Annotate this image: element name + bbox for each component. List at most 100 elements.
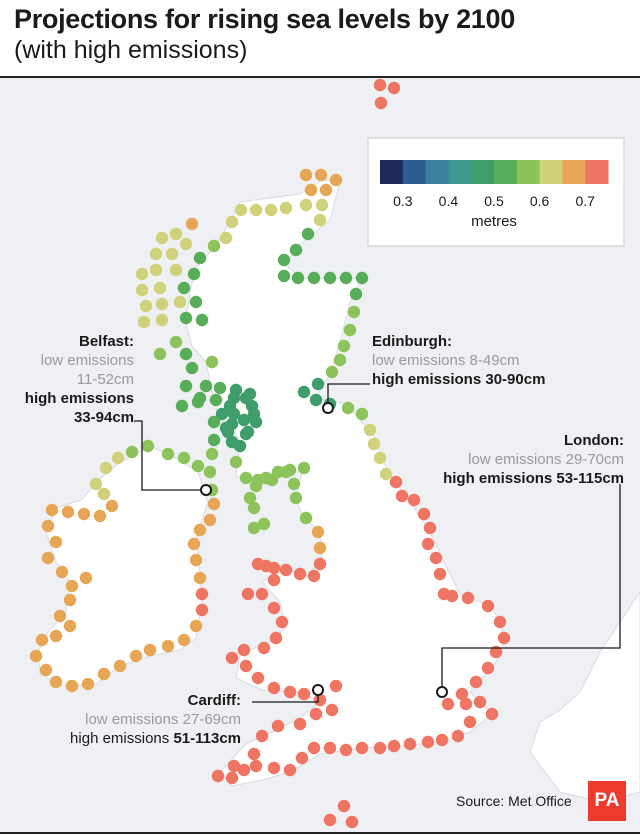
sea-level-dot (41, 519, 55, 533)
sea-level-dot (169, 335, 183, 349)
sea-level-dot (139, 299, 153, 313)
sea-level-dot (237, 413, 251, 427)
sea-level-dot (65, 679, 79, 693)
sea-level-dot (271, 465, 285, 479)
sea-level-dot (493, 615, 507, 629)
sea-level-dot (207, 433, 221, 447)
sea-level-dot (165, 247, 179, 261)
sea-level-dot (373, 451, 387, 465)
sea-level-dot (387, 81, 401, 95)
sea-level-dot (319, 183, 333, 197)
sea-level-dot (473, 695, 487, 709)
edinburgh-low: low emissions 8-49cm (372, 352, 520, 369)
sea-level-dot (313, 213, 327, 227)
sea-level-dot (189, 295, 203, 309)
belfast-name: Belfast: (78, 333, 134, 350)
sea-level-dot (395, 489, 409, 503)
sea-level-dot (189, 553, 203, 567)
cardiff-low: low emissions 27-69cm (85, 711, 241, 728)
sea-level-dot (307, 569, 321, 583)
sea-level-dot (29, 649, 43, 663)
sea-level-dot (441, 697, 455, 711)
sea-level-dot (469, 675, 483, 689)
legend-swatch (448, 160, 472, 184)
sea-level-dot (307, 741, 321, 755)
sea-level-dot (213, 381, 227, 395)
source-credit: Source: Met Office (456, 793, 572, 809)
sea-level-dot (191, 459, 205, 473)
sea-level-dot (275, 615, 289, 629)
sea-level-dot (463, 715, 477, 729)
legend-swatch (516, 160, 541, 184)
sea-level-dot (293, 717, 307, 731)
sea-level-dot (239, 471, 253, 485)
sea-level-dot (97, 487, 111, 501)
sea-level-dot (199, 379, 213, 393)
sea-level-dot (49, 629, 63, 643)
sea-level-dot (185, 361, 199, 375)
sea-level-dot (481, 661, 495, 675)
sea-level-dot (137, 315, 151, 329)
sea-level-dot (247, 501, 261, 515)
sea-level-dot (459, 697, 473, 711)
sea-level-dot (195, 313, 209, 327)
isle-of-man (181, 470, 195, 490)
sea-level-dot (55, 565, 69, 579)
legend-swatch (585, 160, 609, 184)
sea-level-dot (245, 399, 259, 413)
sea-level-dot (227, 759, 241, 773)
sea-level-dot (373, 78, 387, 92)
sea-level-dot (329, 173, 343, 187)
sea-level-dot (205, 447, 219, 461)
pa-logo: PA (588, 781, 626, 821)
legend-swatch (562, 160, 586, 184)
sea-level-dot (99, 461, 113, 475)
legend-tick-label: 0.5 (484, 193, 504, 209)
edinburgh-leader (327, 383, 370, 408)
sea-level-dot (225, 771, 239, 785)
sea-level-dot (35, 633, 49, 647)
sea-level-dot (229, 383, 243, 397)
sea-level-dot (293, 567, 307, 581)
sea-level-dot (65, 579, 79, 593)
london-low: low emissions 29-70cm (468, 451, 624, 468)
sea-level-dot (345, 815, 359, 829)
sea-level-dot (301, 227, 315, 241)
sea-level-dot (304, 183, 318, 197)
sea-level-dot (203, 465, 217, 479)
sea-level-dot (211, 769, 225, 783)
sea-level-dot (417, 507, 431, 521)
sea-level-dot (313, 541, 327, 555)
sea-level-dot (445, 589, 459, 603)
sea-level-dot (225, 651, 239, 665)
sea-level-dot (323, 813, 337, 827)
sea-level-dot (387, 739, 401, 753)
cardiff-high-range: 51-113cm (173, 730, 241, 747)
london-leader (441, 484, 621, 692)
belfast-label: Belfast: low emissions 11-52cm high emis… (0, 332, 134, 427)
sea-level-dot (193, 251, 207, 265)
sea-level-dot (45, 503, 59, 517)
sea-level-dot (177, 281, 191, 295)
sea-level-dot (49, 535, 63, 549)
sea-level-dot (461, 591, 475, 605)
cardiff-name: Cardiff: (187, 692, 241, 709)
sea-level-dot (229, 455, 243, 469)
legend-tick-label: 0.3 (393, 193, 413, 209)
sea-level-dot (264, 203, 278, 217)
sea-level-dot (125, 445, 139, 459)
legend-tick-label: 0.7 (575, 193, 595, 209)
legend-box (367, 137, 625, 247)
sea-level-dot (239, 659, 253, 673)
sea-level-dot (169, 263, 183, 277)
sea-level-dot (177, 633, 191, 647)
sea-level-dot (177, 451, 191, 465)
sea-level-dot (295, 751, 309, 765)
sea-level-dot (49, 675, 63, 689)
sea-level-dot (251, 671, 265, 685)
sea-level-dot (257, 517, 271, 531)
sea-level-dot (374, 96, 388, 110)
belfast-high-label: high emissions (24, 390, 134, 407)
sea-level-dot (179, 379, 193, 393)
belfast-high-range: 33-94cm (73, 409, 134, 426)
